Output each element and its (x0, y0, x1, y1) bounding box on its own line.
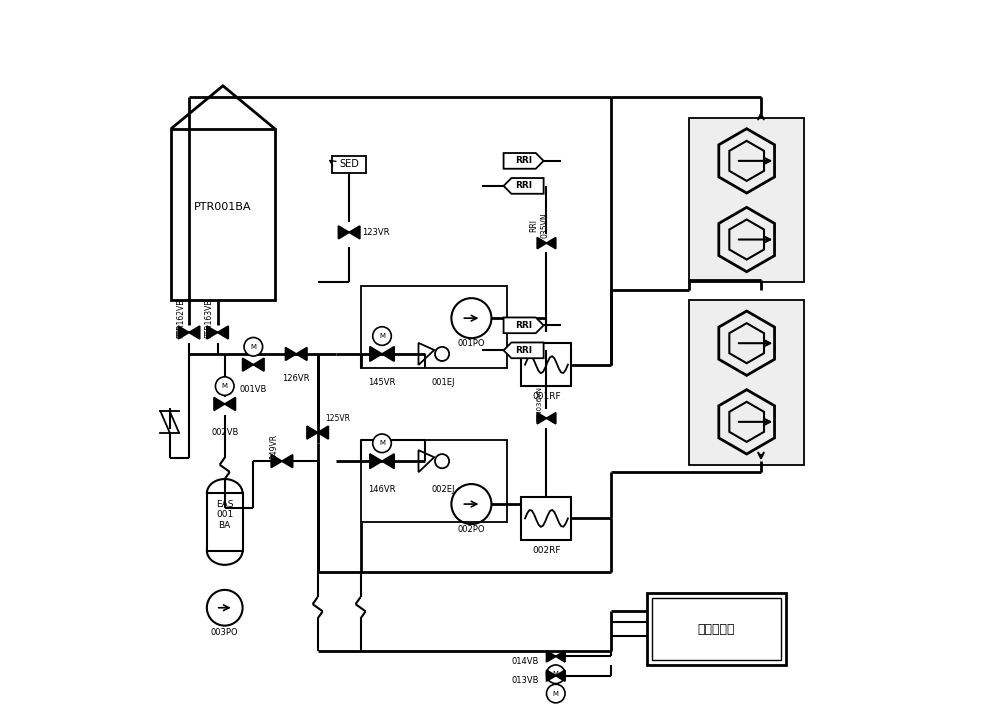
Text: M: M (553, 691, 559, 696)
Polygon shape (207, 326, 218, 339)
Text: 146VR: 146VR (368, 485, 396, 494)
Text: RRI
035VN: RRI 035VN (530, 212, 549, 238)
Polygon shape (189, 326, 200, 339)
Text: RRI: RRI (515, 157, 532, 165)
Text: 002EJ: 002EJ (431, 485, 455, 494)
Text: RRI: RRI (515, 182, 532, 190)
Text: RRI: RRI (515, 321, 532, 330)
Text: PTR001BA: PTR001BA (194, 202, 252, 212)
Bar (689, 300, 804, 465)
Polygon shape (546, 413, 556, 424)
Text: 149VR: 149VR (269, 434, 278, 460)
Text: 126VR: 126VR (282, 375, 310, 383)
Text: 001RF: 001RF (532, 393, 561, 401)
Polygon shape (178, 326, 189, 339)
Text: RRI036VN: RRI036VN (536, 387, 542, 421)
Text: 003PO: 003PO (211, 628, 239, 637)
Polygon shape (282, 455, 293, 468)
Text: M: M (250, 344, 256, 350)
Circle shape (215, 377, 234, 395)
Polygon shape (556, 670, 565, 681)
Polygon shape (504, 342, 544, 358)
Text: 安全壳地坑: 安全壳地坑 (697, 623, 735, 636)
Text: M: M (379, 440, 385, 446)
Circle shape (373, 434, 391, 453)
Text: PTR163VB: PTR163VB (204, 298, 213, 338)
Polygon shape (370, 454, 382, 468)
Polygon shape (504, 153, 544, 169)
Text: 014VB: 014VB (512, 657, 539, 666)
Polygon shape (546, 237, 556, 249)
Text: EAS
001
BA: EAS 001 BA (216, 500, 233, 530)
Circle shape (244, 337, 263, 356)
Polygon shape (253, 358, 264, 371)
Text: M: M (379, 333, 385, 339)
Text: 013VB: 013VB (512, 676, 539, 685)
Polygon shape (214, 398, 225, 410)
Polygon shape (537, 413, 546, 424)
Text: 002RF: 002RF (532, 546, 561, 555)
Polygon shape (243, 358, 253, 371)
Text: SED: SED (339, 159, 359, 169)
Polygon shape (225, 398, 235, 410)
Polygon shape (382, 347, 394, 361)
Circle shape (546, 665, 565, 684)
Circle shape (546, 684, 565, 703)
Polygon shape (271, 455, 282, 468)
Polygon shape (286, 347, 296, 360)
Polygon shape (382, 454, 394, 468)
Bar (652, 598, 781, 660)
Polygon shape (546, 670, 556, 681)
Polygon shape (556, 651, 565, 662)
Bar (647, 593, 786, 665)
Bar (207, 493, 243, 551)
Polygon shape (318, 426, 328, 439)
Text: 001VB: 001VB (240, 385, 267, 394)
Polygon shape (296, 347, 307, 360)
Bar (171, 129, 275, 300)
Polygon shape (537, 237, 546, 249)
Polygon shape (349, 226, 360, 239)
Polygon shape (338, 226, 349, 239)
Polygon shape (307, 426, 318, 439)
Text: 125VR: 125VR (325, 414, 350, 423)
Bar (361, 440, 507, 522)
Polygon shape (504, 178, 544, 194)
Text: 002VB: 002VB (211, 428, 238, 437)
Bar (689, 118, 804, 282)
Text: M: M (553, 671, 559, 677)
Bar (521, 497, 571, 540)
FancyBboxPatch shape (332, 156, 366, 173)
Text: 002PO: 002PO (458, 525, 485, 533)
Text: 145VR: 145VR (368, 378, 396, 387)
Text: RRI: RRI (515, 346, 532, 355)
Polygon shape (218, 326, 228, 339)
Text: 001PO: 001PO (458, 339, 485, 347)
Bar (361, 286, 507, 368)
Text: 123VR: 123VR (362, 228, 390, 237)
Text: M: M (222, 383, 228, 389)
Polygon shape (504, 317, 544, 333)
Bar (521, 343, 571, 386)
Polygon shape (546, 651, 556, 662)
Polygon shape (370, 347, 382, 361)
Text: 001EJ: 001EJ (431, 378, 455, 387)
Circle shape (373, 327, 391, 345)
Text: PTR162VB: PTR162VB (176, 298, 185, 338)
